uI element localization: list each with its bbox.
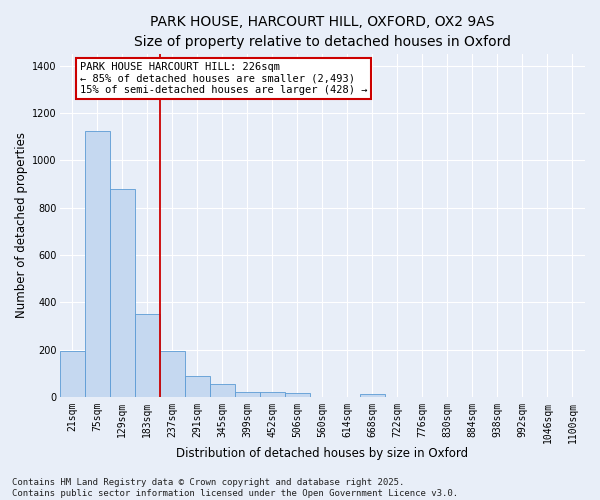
X-axis label: Distribution of detached houses by size in Oxford: Distribution of detached houses by size … [176, 447, 469, 460]
Title: PARK HOUSE, HARCOURT HILL, OXFORD, OX2 9AS
Size of property relative to detached: PARK HOUSE, HARCOURT HILL, OXFORD, OX2 9… [134, 15, 511, 48]
Bar [285, 394, 310, 397]
Bar [110, 188, 134, 397]
Y-axis label: Number of detached properties: Number of detached properties [15, 132, 28, 318]
Bar [260, 392, 285, 397]
Bar [134, 314, 160, 397]
Bar [59, 350, 85, 397]
Text: PARK HOUSE HARCOURT HILL: 226sqm
← 85% of detached houses are smaller (2,493)
15: PARK HOUSE HARCOURT HILL: 226sqm ← 85% o… [80, 62, 367, 96]
Bar [85, 130, 110, 397]
Bar [185, 376, 209, 397]
Text: Contains HM Land Registry data © Crown copyright and database right 2025.
Contai: Contains HM Land Registry data © Crown c… [12, 478, 458, 498]
Bar [209, 384, 235, 397]
Bar [360, 394, 385, 397]
Bar [160, 350, 185, 397]
Bar [235, 392, 260, 397]
